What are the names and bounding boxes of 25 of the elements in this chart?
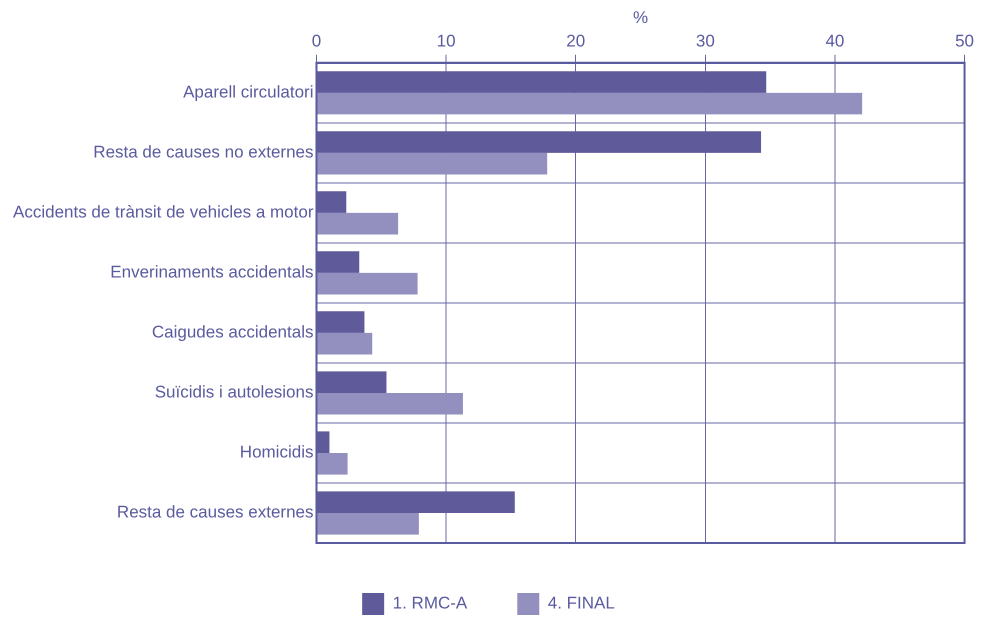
bar bbox=[316, 212, 398, 234]
bar bbox=[316, 452, 348, 475]
bar bbox=[316, 152, 548, 174]
bar bbox=[316, 92, 862, 114]
bar bbox=[316, 272, 418, 294]
x-tick-label: 50 bbox=[955, 31, 974, 50]
y-tick-label: Resta de causes externes bbox=[116, 502, 314, 522]
y-tick-label: Aparell circulatori bbox=[183, 82, 314, 102]
y-tick-label: Suïcidis i autolesions bbox=[154, 382, 314, 402]
y-tick-label: Homicidis bbox=[240, 442, 314, 462]
y-tick-label: Accidents de trànsit de vehicles a motor bbox=[12, 202, 314, 222]
bar bbox=[316, 332, 372, 355]
x-tick-label: 30 bbox=[696, 31, 715, 50]
x-tick-label: 0 bbox=[312, 31, 322, 50]
y-tick-label: Enverinaments accidentals bbox=[110, 262, 314, 282]
legend-label: 4. FINAL bbox=[548, 594, 615, 613]
x-tick-label: 20 bbox=[566, 31, 586, 50]
y-tick-label: Resta de causes no externes bbox=[93, 142, 314, 162]
legend-label: 1. RMC-A bbox=[392, 594, 468, 613]
x-tick-label: 10 bbox=[436, 31, 456, 50]
x-tick-label: 40 bbox=[825, 31, 844, 50]
bar bbox=[316, 512, 419, 535]
x-axis-title: % bbox=[632, 8, 648, 27]
bar bbox=[316, 392, 463, 415]
y-tick-label: Caigudes accidentals bbox=[152, 322, 314, 342]
